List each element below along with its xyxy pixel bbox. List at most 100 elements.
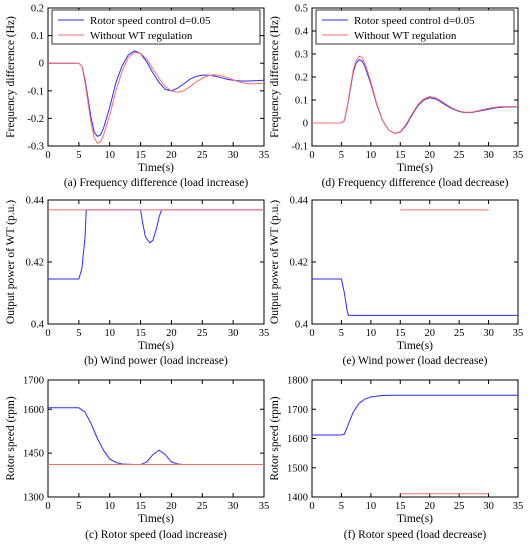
x-tick-label: 20 [166, 501, 177, 512]
x-tick-label: 0 [45, 150, 50, 161]
y-axis-label: Frequency difference (Hz) [5, 16, 17, 138]
chart-b: 0 5 10 15 20 25 30 35 0.44 0.42 0.4 Time(s) Output p… [5, 196, 269, 368]
y-axis-label: Frequency difference (Hz) [269, 16, 281, 138]
x-tick-label: 15 [395, 328, 406, 339]
y-tick-label: 0.44 [290, 196, 309, 207]
chart-f: 0 5 10 15 20 25 30 35 1800 1700 1600 1500 1400 Time(s… [269, 376, 523, 542]
subfigure-caption: (f) Rotor speed (load decrease) [344, 529, 487, 541]
x-axis-label: Time(s) [397, 513, 433, 525]
plot-frame [311, 199, 519, 325]
y-tick-label: 0.2 [31, 4, 44, 15]
y-tick-label: 0.4 [295, 27, 309, 38]
x-tick-label: 0 [309, 328, 314, 339]
x-tick-label: 10 [104, 328, 115, 339]
x-tick-label: 15 [135, 328, 146, 339]
x-tick-label: 0 [309, 150, 314, 161]
subfigure-caption: (c) Rotor speed (load increase) [85, 529, 227, 541]
y-tick-label: -0.2 [27, 114, 44, 125]
y-tick-label: 1600 [23, 405, 44, 416]
x-tick-label: 20 [424, 501, 435, 512]
y-tick-label: 0.1 [31, 31, 44, 42]
y-tick-label: 0.3 [295, 50, 308, 61]
y-tick-label: 0.42 [290, 258, 308, 269]
chart-a: 0 5 10 15 20 25 30 35 0.2 0.1 0 -0.1 -0.2 -0.3 Time(s)… [5, 4, 269, 190]
x-tick-label: 15 [395, 501, 406, 512]
x-tick-label: 10 [366, 328, 377, 339]
x-tick-label: 5 [76, 150, 81, 161]
series-line-series-a [312, 394, 518, 436]
x-tick-label: 25 [197, 150, 208, 161]
y-tick-label: 1300 [23, 493, 44, 504]
y-tick-label: 1800 [287, 376, 308, 387]
chart-d: 0 5 10 15 20 25 30 350.50.40.30.20.10-0.1Time(s… [269, 4, 523, 190]
y-tick-label: 0.4 [31, 320, 45, 331]
series-line-series-a [312, 59, 518, 134]
x-tick-label: 30 [228, 501, 239, 512]
x-tick-label: 0 [45, 328, 50, 339]
x-tick-label: 0 [309, 501, 314, 512]
x-tick-label: 0 [45, 501, 50, 512]
legend-label-series-b: Without WT regulation [90, 30, 193, 42]
x-tick-label: 5 [76, 501, 81, 512]
x-tick-label: 35 [259, 150, 270, 161]
subfigure-caption: (e) Wind power (load decrease) [343, 355, 488, 367]
plot-frame [47, 379, 265, 498]
y-tick-label: 0.5 [295, 4, 308, 15]
y-tick-label: 1500 [287, 463, 308, 474]
x-tick-label: 20 [424, 150, 435, 161]
x-tick-label: 35 [259, 328, 270, 339]
y-tick-label: 0.4 [295, 320, 309, 331]
y-tick-label: 0.44 [26, 196, 45, 207]
x-axis-label: Time(s) [138, 340, 174, 352]
subfigure-caption: (b) Wind power (load increase) [84, 355, 228, 367]
x-tick-label: 10 [104, 501, 115, 512]
y-tick-label: 0.2 [295, 73, 308, 84]
y-tick-label: 0.1 [295, 96, 308, 107]
y-tick-label: 1450 [23, 449, 44, 460]
series-line-series-a [312, 278, 518, 316]
plot-frame [311, 379, 519, 498]
x-tick-label: 30 [483, 150, 494, 161]
y-tick-label: 0.42 [26, 258, 44, 269]
y-axis-label: Output power of WT (p.u.) [5, 200, 17, 324]
y-tick-label: 1400 [287, 493, 308, 504]
x-axis-label: Time(s) [397, 340, 433, 352]
x-tick-label: 15 [135, 150, 146, 161]
x-tick-label: 35 [259, 501, 270, 512]
x-axis-label: Time(s) [138, 513, 174, 525]
x-tick-label: 30 [483, 501, 494, 512]
chart-e: 0 5 10 15 20 25 30 35 0.44 0.42 0.4 Time(s) Output p… [269, 196, 523, 368]
subfigure-caption: (a) Frequency difference (load increase) [64, 177, 248, 189]
y-axis-label: Rotor speed (rpm) [5, 396, 17, 480]
series-line-series-a [48, 209, 264, 280]
x-tick-label: 30 [228, 150, 239, 161]
y-tick-label: 1700 [23, 376, 44, 387]
x-tick-label: 25 [197, 328, 208, 339]
legend-label-series-a: Rotor speed control d=0.05 [354, 15, 475, 27]
x-tick-label: 25 [454, 150, 465, 161]
y-tick-label: -0.1 [291, 142, 308, 153]
x-tick-label: 35 [513, 150, 524, 161]
y-tick-label: 1700 [287, 405, 308, 416]
x-axis-label: Time(s) [397, 162, 433, 174]
legend-box [51, 9, 261, 45]
y-tick-label: -0.1 [27, 86, 44, 97]
series-line-series-b [48, 51, 264, 144]
x-tick-label: 35 [513, 328, 524, 339]
plot-frame [47, 199, 265, 325]
x-tick-label: 10 [104, 150, 115, 161]
y-tick-label: 0 [39, 59, 44, 70]
x-tick-label: 30 [483, 328, 494, 339]
x-tick-label: 5 [339, 501, 344, 512]
x-tick-label: 5 [76, 328, 81, 339]
y-tick-label: 1600 [287, 434, 308, 445]
y-axis-label: Output power of WT (p.u.) [269, 200, 281, 324]
series-line-series-b [312, 55, 518, 134]
legend: Rotor speed control d=0.05 Without WT reg… [51, 9, 261, 45]
legend-box [315, 9, 515, 45]
x-tick-label: 10 [366, 150, 377, 161]
x-tick-label: 5 [339, 328, 344, 339]
x-tick-label: 25 [197, 501, 208, 512]
x-tick-label: 35 [513, 501, 524, 512]
x-tick-label: 5 [339, 150, 344, 161]
